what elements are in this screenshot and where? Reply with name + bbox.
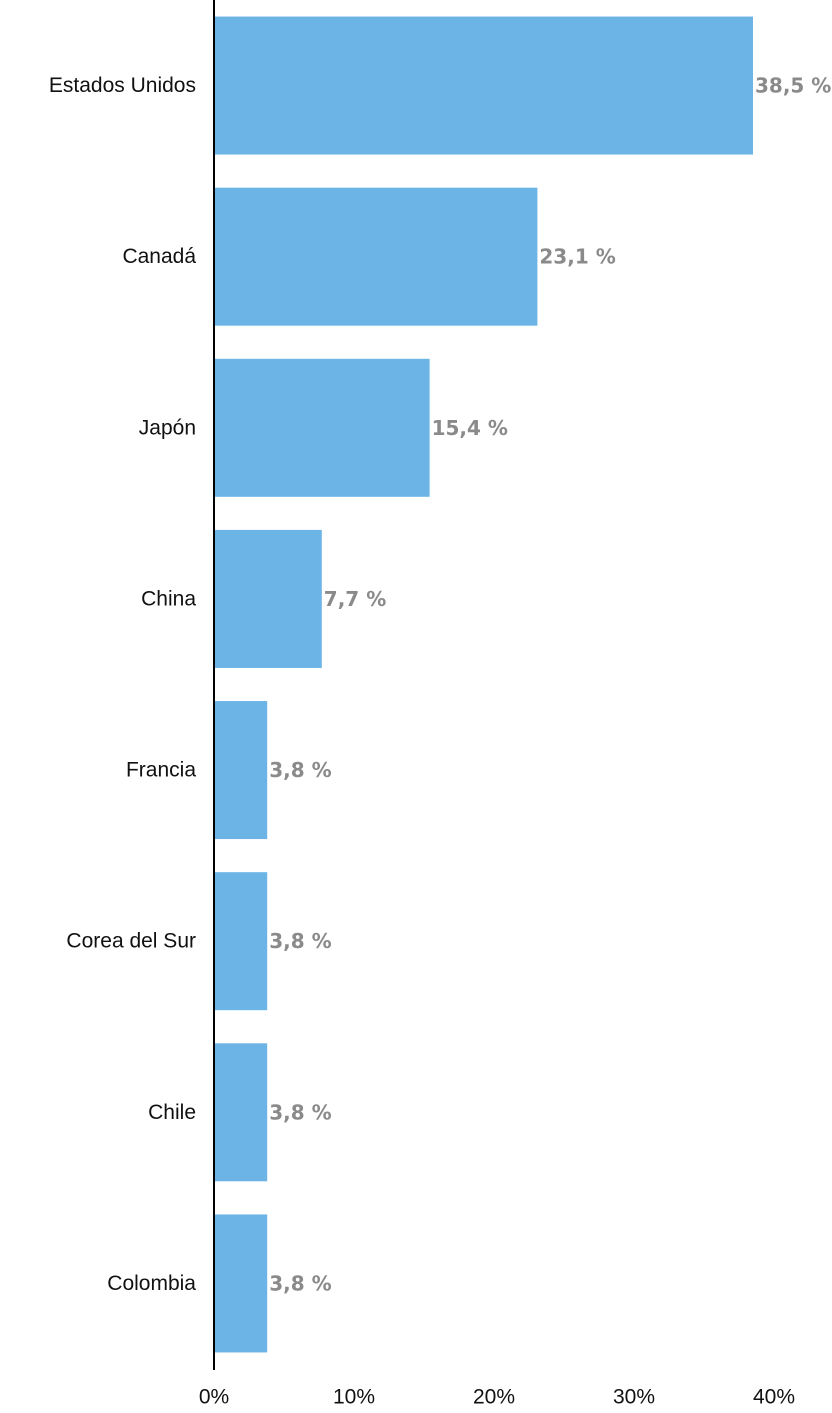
category-label-china: China bbox=[141, 587, 196, 610]
data-label-china: 7,7 % bbox=[324, 587, 386, 611]
bar-estados-unidos bbox=[214, 16, 753, 155]
data-label-canada: 23,1 % bbox=[539, 245, 615, 269]
bar-canada bbox=[214, 187, 538, 326]
category-label-canada: Canadá bbox=[122, 245, 196, 268]
category-label-francia: Francia bbox=[126, 759, 196, 782]
category-label-chile: Chile bbox=[148, 1101, 196, 1124]
x-tick-label-30: 30% bbox=[613, 1386, 655, 1409]
bars-group bbox=[214, 16, 753, 1353]
bar-japon bbox=[214, 358, 430, 497]
data-label-chile: 3,8 % bbox=[269, 1100, 331, 1124]
data-labels-group: 38,5 % 23,1 % 15,4 % 7,7 % 3,8 % 3,8 % 3,8 % 3,… bbox=[269, 74, 831, 1296]
bar-francia bbox=[214, 701, 268, 840]
data-label-corea-del-sur: 3,8 % bbox=[269, 929, 331, 953]
bar-china bbox=[214, 529, 322, 668]
data-label-francia: 3,8 % bbox=[269, 758, 331, 782]
bar-corea-del-sur bbox=[214, 872, 268, 1011]
category-label-estados-unidos: Estados Unidos bbox=[49, 74, 196, 97]
data-label-estados-unidos: 38,5 % bbox=[755, 74, 831, 98]
category-label-japon: Japón bbox=[139, 416, 196, 439]
bar-chile bbox=[214, 1043, 268, 1182]
data-label-japon: 15,4 % bbox=[432, 416, 508, 440]
x-tick-labels-group: 0% 10% 20% 30% 40% bbox=[199, 1386, 795, 1409]
data-label-colombia: 3,8 % bbox=[269, 1271, 331, 1295]
bar-colombia bbox=[214, 1214, 268, 1353]
category-label-corea-del-sur: Corea del Sur bbox=[66, 930, 196, 953]
x-tick-label-20: 20% bbox=[473, 1386, 515, 1409]
x-tick-label-0: 0% bbox=[199, 1386, 229, 1409]
x-tick-label-10: 10% bbox=[333, 1386, 375, 1409]
category-labels-group: Estados Unidos Canadá Japón China Francia Cor… bbox=[49, 74, 196, 1295]
category-label-colombia: Colombia bbox=[107, 1272, 196, 1295]
x-tick-label-40: 40% bbox=[753, 1386, 795, 1409]
